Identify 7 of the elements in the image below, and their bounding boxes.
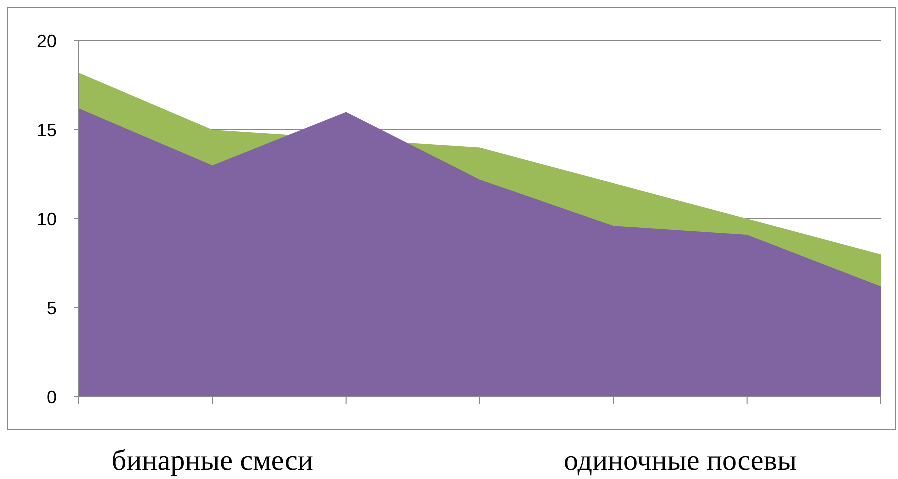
text: одиночные посевы (564, 445, 797, 477)
y-tick-label: 15 (36, 120, 57, 140)
text: бинарные смеси (112, 445, 314, 477)
y-tick-label: 5 (46, 298, 57, 318)
y-tick-label: 0 (46, 387, 57, 408)
y-tick-label: 20 (36, 31, 57, 52)
y-tick-label: 10 (36, 209, 57, 230)
